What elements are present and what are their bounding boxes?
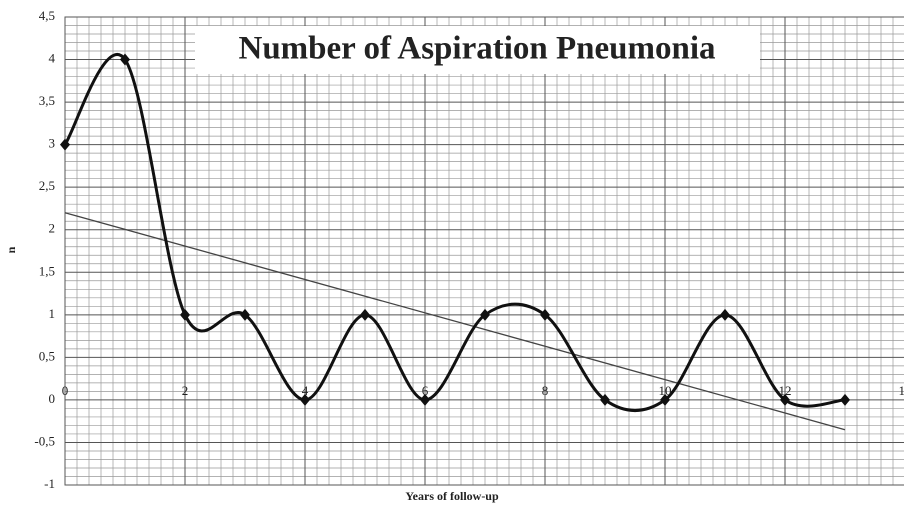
marker	[720, 308, 730, 321]
series-line	[63, 53, 846, 412]
marker	[240, 308, 250, 321]
marker	[180, 308, 190, 321]
x-tick-label: 8	[542, 383, 549, 398]
y-tick-label: -0,5	[34, 433, 55, 448]
y-tick-label: 1	[49, 306, 56, 321]
y-tick-label: 3,5	[39, 93, 55, 108]
trendline	[64, 212, 846, 431]
x-tick-label: 2	[182, 383, 189, 398]
y-tick-label: 3	[49, 136, 56, 151]
x-tick-label: 4	[302, 383, 309, 398]
x-tick-label: 6	[422, 383, 429, 398]
y-tick-label: 0	[49, 391, 56, 406]
y-tick-label: 4,5	[39, 8, 55, 23]
y-tick-label: 0,5	[39, 348, 55, 363]
plot-frame	[64, 16, 904, 486]
marker	[360, 308, 370, 321]
marker	[600, 393, 610, 406]
marker	[780, 393, 790, 406]
marker	[300, 393, 310, 406]
marks	[60, 53, 850, 431]
grid	[64, 16, 904, 486]
marker	[660, 393, 670, 406]
y-tick-label: 2,5	[39, 178, 55, 193]
y-tick-label: 1,5	[39, 263, 55, 278]
title-box	[195, 26, 760, 74]
y-tick-label: 4	[49, 51, 56, 66]
x-tick-label: 10	[659, 383, 672, 398]
y-axis-label: n	[4, 246, 18, 253]
marker	[60, 138, 70, 151]
marker	[540, 308, 550, 321]
marker	[120, 53, 130, 66]
x-tick-label: 0	[62, 383, 69, 398]
marker	[480, 308, 490, 321]
y-tick-label: 2	[49, 221, 56, 236]
x-axis-label: Years of follow-up	[405, 489, 499, 503]
chart-title: Number of Aspiration Pneumonia	[238, 31, 715, 67]
marker	[840, 393, 850, 406]
marker	[420, 393, 430, 406]
x-tick-label: 14	[899, 383, 904, 398]
x-tick-label: 12	[779, 383, 792, 398]
y-tick-label: -1	[44, 476, 55, 491]
